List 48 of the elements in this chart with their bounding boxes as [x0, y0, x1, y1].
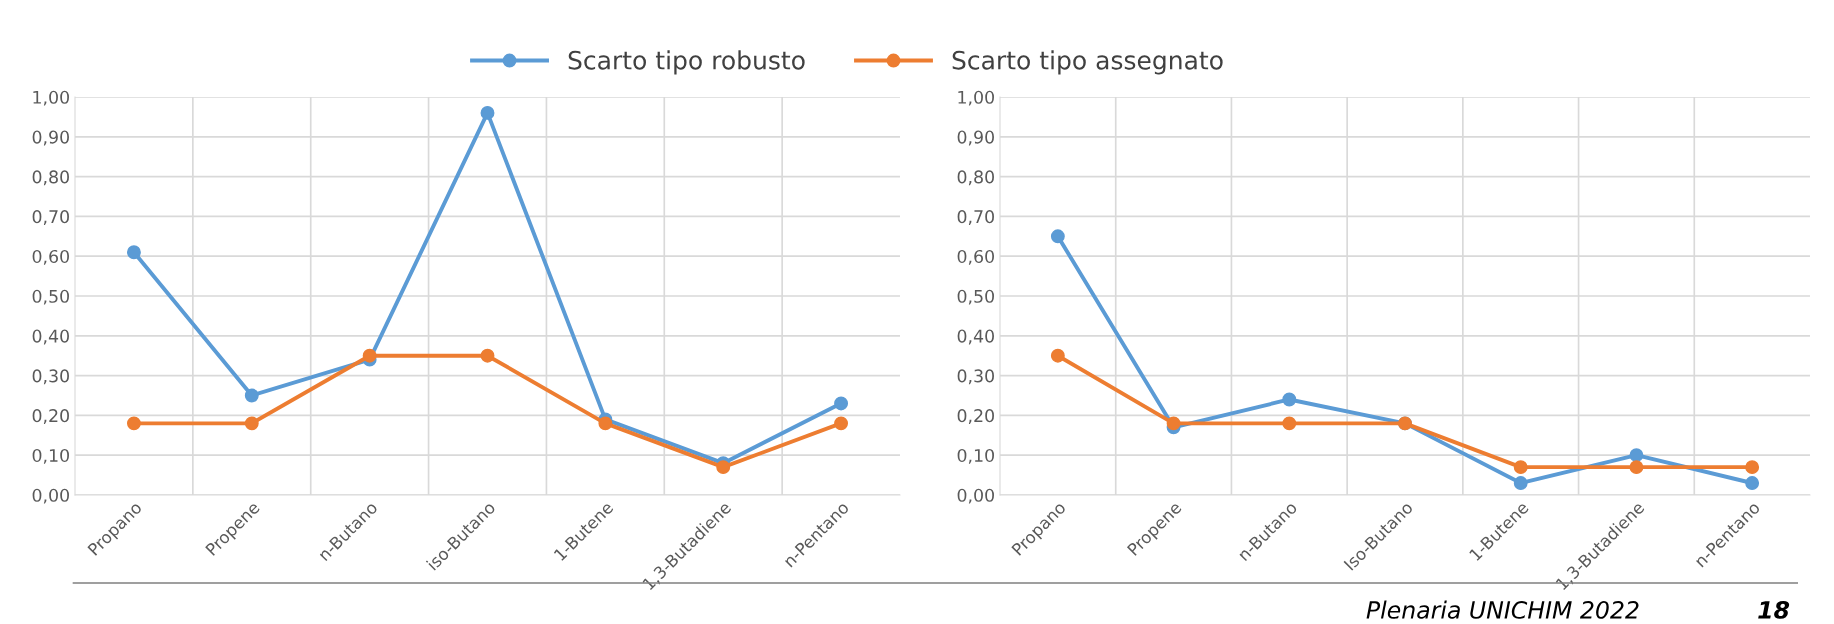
- point: [1282, 392, 1297, 407]
- point: [126, 245, 141, 260]
- text: Plenaria UNICHIM 2022: [1366, 600, 1639, 619]
- point: [480, 105, 495, 120]
- y-tick-label: 0,50: [32, 289, 69, 305]
- y-tick-label: 0,50: [957, 289, 994, 305]
- y-tick-label: 0,10: [957, 448, 994, 464]
- y-tick-label: 0,00: [957, 488, 994, 504]
- y-tick-label: 0,60: [957, 249, 994, 265]
- y-tick-label: 0,30: [957, 369, 994, 385]
- y-tick-label: 0,90: [957, 130, 994, 146]
- point: [244, 416, 259, 431]
- point: [1745, 460, 1760, 475]
- legend-label: Scarto tipo robusto: [568, 50, 805, 75]
- point: [1513, 460, 1528, 475]
- y-tick-label: 0,80: [957, 170, 994, 186]
- point: [1050, 348, 1065, 363]
- y-tick-label: 0,00: [32, 488, 69, 504]
- text: 18: [1758, 600, 1790, 619]
- y-tick-label: 0,90: [32, 130, 69, 146]
- point: [1745, 476, 1760, 491]
- point: [480, 348, 495, 363]
- point: [1166, 416, 1181, 431]
- y-tick-label: 0,70: [957, 210, 994, 226]
- y-tick-label: 0,40: [32, 329, 69, 345]
- y-tick-label: 1,00: [958, 90, 994, 106]
- y-tick-label: 0,40: [957, 329, 994, 345]
- point: [1282, 416, 1297, 431]
- y-tick-label: 0,10: [32, 448, 69, 464]
- point: [244, 388, 259, 403]
- point: [362, 348, 377, 363]
- point: [1629, 460, 1644, 475]
- point: [1050, 229, 1065, 244]
- point: [598, 416, 613, 431]
- y-tick-label: 0,70: [32, 210, 69, 226]
- point: [1513, 476, 1528, 491]
- point: [834, 396, 849, 411]
- point: [126, 416, 141, 431]
- y-tick-label: 0,30: [32, 369, 69, 385]
- point: [834, 416, 849, 431]
- y-tick-label: 0,20: [32, 409, 69, 425]
- y-tick-label: 0,60: [32, 249, 69, 265]
- y-tick-label: 1,00: [33, 90, 69, 106]
- y-tick-label: 0,80: [32, 170, 69, 186]
- point: [716, 460, 731, 475]
- y-tick-label: 0,20: [957, 409, 994, 425]
- legend-label: Scarto tipo assegnato: [952, 50, 1223, 75]
- point: [1629, 448, 1644, 463]
